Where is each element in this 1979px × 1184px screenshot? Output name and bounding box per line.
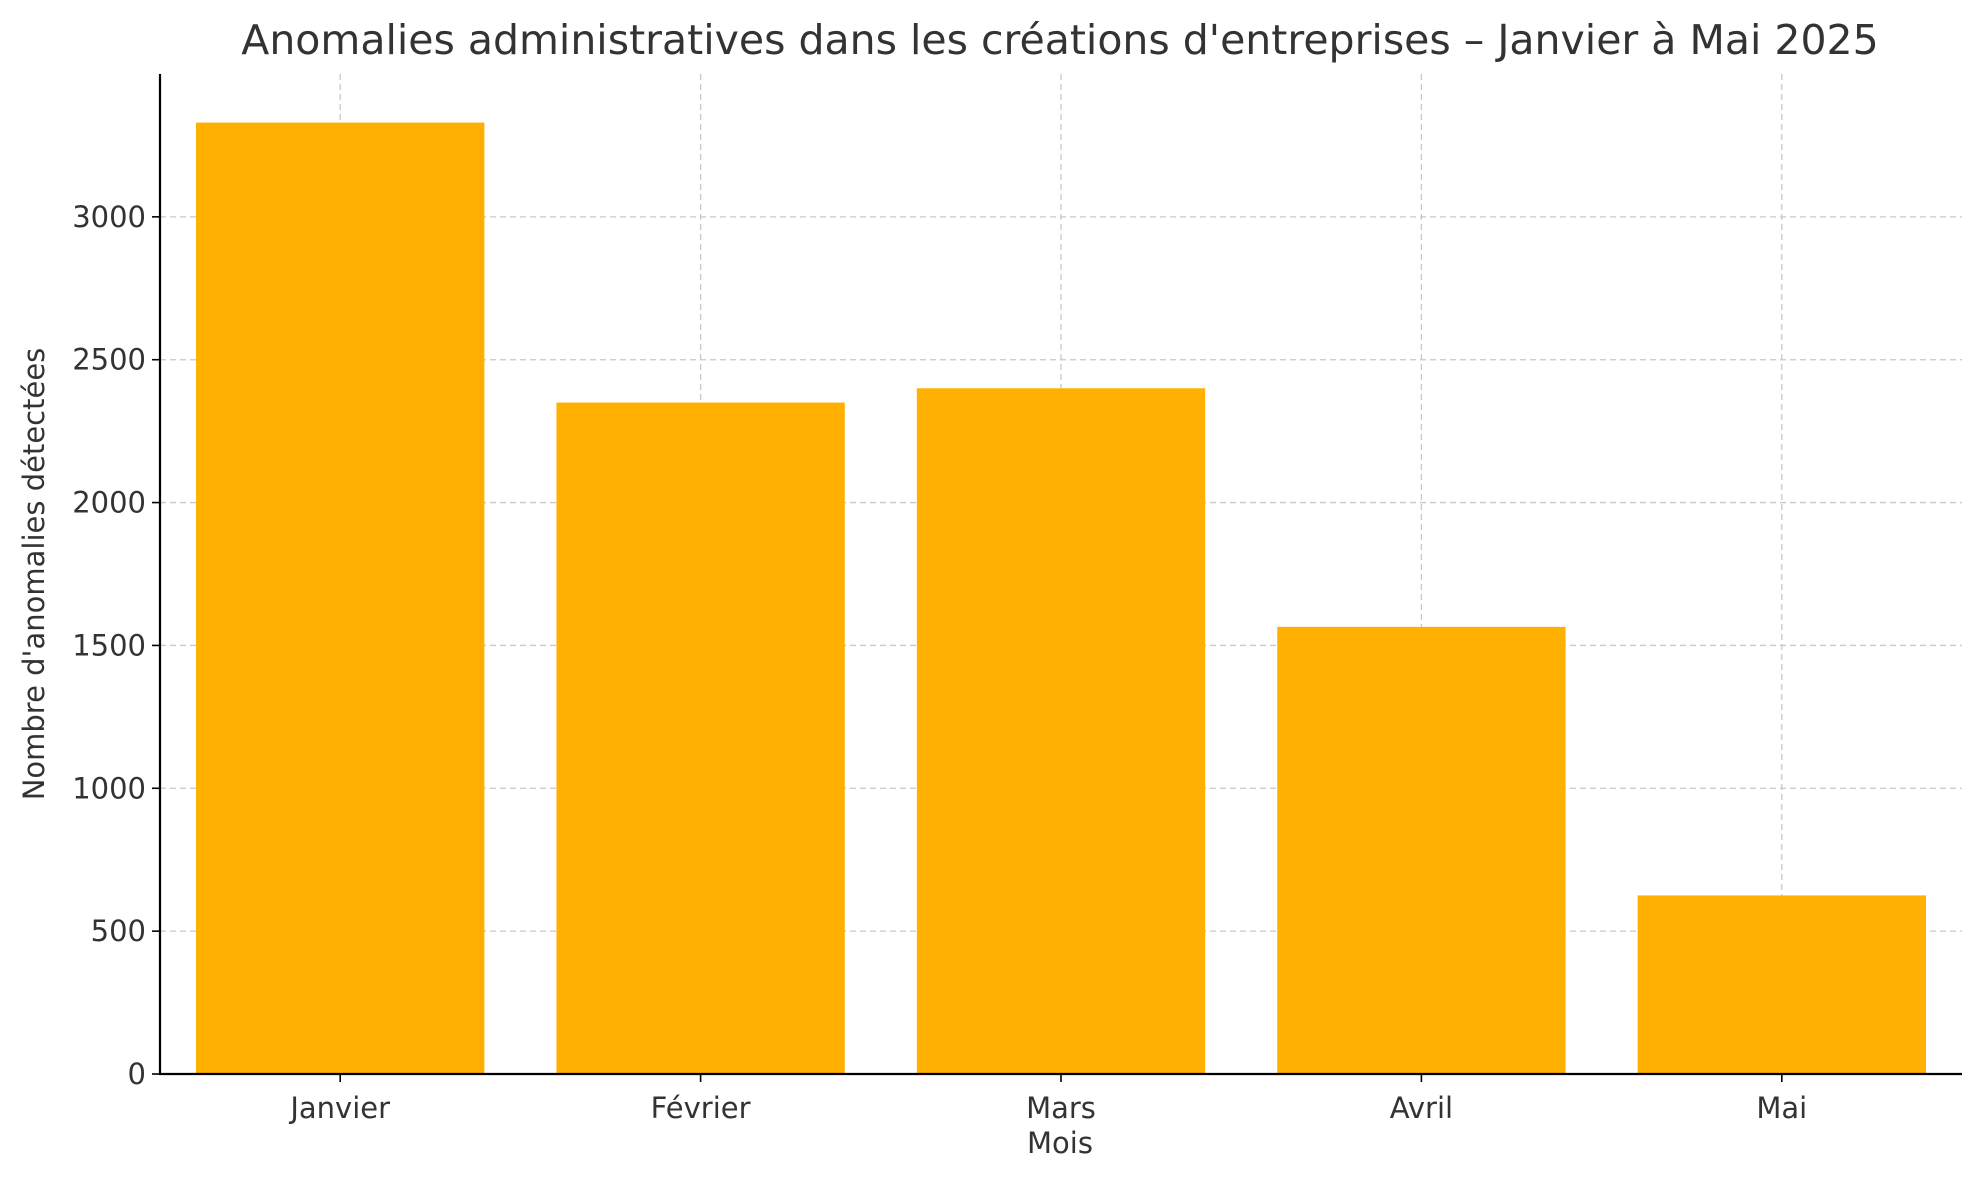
y-tick-label: 500 [91,914,146,948]
x-tick-label: Mars [1026,1091,1096,1125]
y-axis-ticks: 0 500 1000 1500 2000 2500 3000 [72,200,160,1091]
x-tick-label: Février [651,1091,751,1125]
y-tick-label: 1500 [72,628,146,662]
bar-janvier [196,122,485,1075]
y-tick-label: 2000 [72,486,146,520]
y-tick-label: 0 [128,1057,146,1091]
y-tick-label: 2500 [72,343,146,377]
x-tick-label: Avril [1390,1091,1453,1125]
bars [196,122,1926,1075]
x-axis-ticks: Janvier Février Mars Avril Mai [288,1074,1807,1125]
x-tick-label: Janvier [288,1091,390,1125]
x-tick-label: Mai [1756,1091,1807,1125]
bar-avril [1277,626,1566,1074]
y-tick-label: 3000 [72,200,146,234]
y-tick-label: 1000 [72,771,146,805]
bar-février [556,402,845,1075]
y-axis-title: Nombre d'anomalies détectées [17,348,51,801]
bar-mai [1637,895,1926,1074]
chart-title: Anomalies administratives dans les créat… [241,16,1878,64]
x-axis-title: Mois [1027,1126,1093,1160]
bar-mars [916,388,1206,1074]
